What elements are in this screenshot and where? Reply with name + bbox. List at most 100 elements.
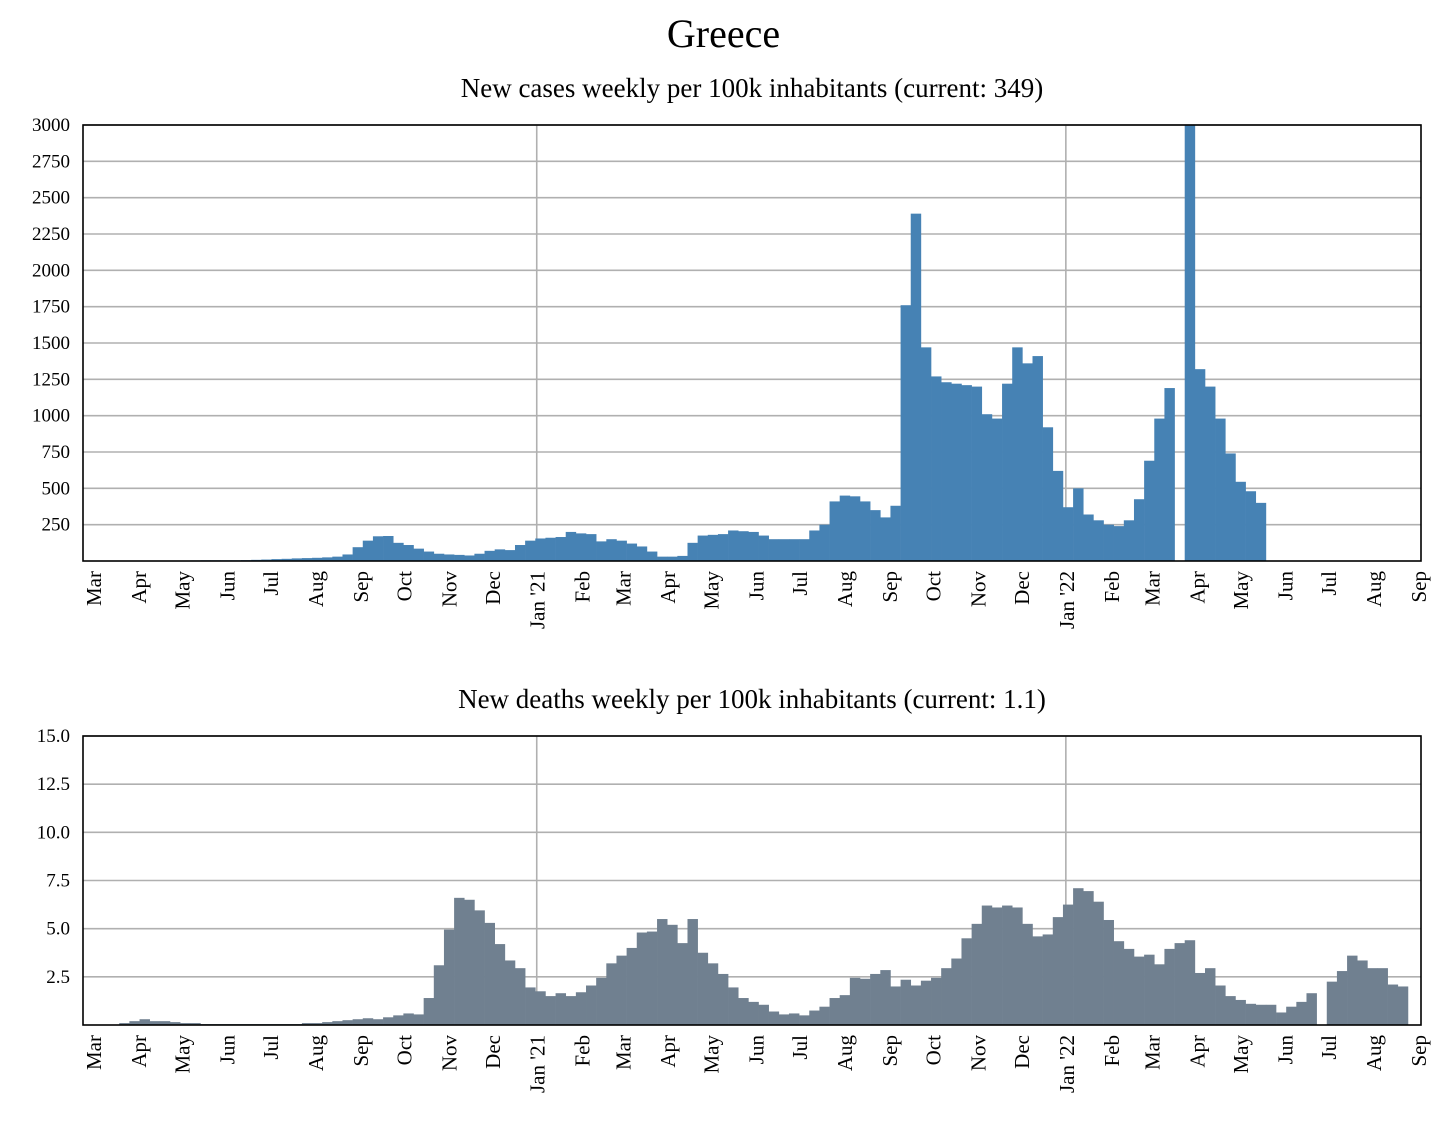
cases-xtick-label: Apr [1185, 571, 1209, 604]
cases-bar [1235, 481, 1246, 561]
deaths-bar [1144, 954, 1155, 1025]
deaths-xtick-label: Feb [571, 1035, 595, 1067]
deaths-bar [464, 899, 475, 1025]
cases-bar [352, 547, 364, 561]
deaths-bar [1032, 936, 1043, 1025]
deaths-bar [149, 1021, 161, 1025]
cases-xtick-label: Jul [788, 571, 812, 596]
cases-bar [1123, 520, 1135, 561]
cases-bar [443, 554, 455, 561]
deaths-bar [616, 955, 627, 1025]
cases-bar [301, 558, 313, 561]
deaths-chart: 2.5 5.0 7.5 10.0 12.5 15.0 Mar Apr May Jun Jul Aug S… [37, 729, 1431, 1093]
deaths-bar [931, 977, 942, 1025]
deaths-bar [1083, 891, 1094, 1025]
cases-bar [951, 383, 962, 561]
cases-chart-title: New cases weekly per 100k inhabitants (c… [460, 73, 1044, 103]
deaths-xtick-label: Jan '21 [526, 1035, 550, 1093]
deaths-bar [1357, 960, 1368, 1025]
deaths-bar [1154, 964, 1165, 1025]
cases-bar [931, 376, 942, 561]
deaths-bar [383, 1017, 394, 1025]
cases-bar [271, 559, 282, 561]
deaths-chart-title: New deaths weekly per 100k inhabitants (… [458, 684, 1046, 714]
cases-bar [768, 539, 780, 561]
deaths-bar [190, 1023, 201, 1025]
cases-bar [1093, 520, 1104, 561]
cases-bar [586, 534, 597, 561]
deaths-bar [951, 958, 962, 1025]
deaths-bar [1164, 948, 1175, 1025]
cases-xtick-label: Nov [437, 571, 461, 608]
deaths-bar [1022, 923, 1033, 1025]
deaths-bar [1326, 981, 1338, 1025]
deaths-bar [880, 970, 891, 1025]
deaths-bar [707, 963, 719, 1025]
cases-bar [555, 537, 567, 561]
cases-bar [312, 557, 323, 561]
deaths-bar [981, 905, 993, 1025]
cases-xtick-label: May [171, 571, 195, 610]
deaths-bar [626, 947, 638, 1025]
cases-bar [738, 531, 749, 561]
cases-bar [667, 556, 678, 561]
cases-bar [1133, 499, 1145, 561]
cases-ytick-label: 2000 [32, 260, 70, 281]
cases-bar [291, 558, 303, 561]
cases-bar [525, 540, 536, 561]
deaths-bar [890, 986, 901, 1025]
cases-bar [504, 550, 516, 561]
cases-bar [1062, 507, 1074, 561]
deaths-bar [799, 1015, 810, 1025]
deaths-bar [393, 1015, 404, 1025]
cases-bar [616, 540, 627, 561]
deaths-bar [1296, 1001, 1307, 1025]
deaths-bar [413, 1014, 424, 1025]
cases-bar [606, 539, 617, 561]
cases-bar [575, 533, 587, 561]
cases-bar [981, 414, 993, 561]
deaths-bar [332, 1021, 343, 1025]
cases-bar [494, 549, 506, 561]
cases-bar [849, 496, 861, 561]
deaths-xtick-label: Apr [127, 1035, 151, 1068]
deaths-bar [961, 938, 972, 1025]
cases-ytick-label: 1250 [32, 369, 70, 390]
cases-xtick-label: Apr [127, 571, 151, 604]
deaths-bar [1205, 968, 1216, 1025]
deaths-bar [322, 1022, 333, 1025]
deaths-bar [443, 929, 455, 1025]
deaths-xtick-label: Sep [1407, 1035, 1431, 1067]
cases-bar [1255, 502, 1267, 561]
deaths-xtick-label: Nov [437, 1035, 461, 1072]
cases-ytick-label: 3000 [32, 118, 70, 136]
deaths-bar [596, 977, 607, 1025]
deaths-bar [1002, 905, 1013, 1025]
deaths-xtick-label: Sep [349, 1035, 373, 1067]
cases-bar [1083, 514, 1094, 561]
deaths-bar [849, 977, 861, 1025]
cases-xtick-label: Feb [1100, 571, 1124, 603]
deaths-bar [454, 897, 465, 1025]
deaths-xtick-label: Apr [656, 1035, 680, 1068]
deaths-xtick-label: Jul [259, 1035, 283, 1060]
cases-xtick-label: Aug [304, 571, 328, 608]
deaths-bar [1245, 1003, 1257, 1025]
deaths-bar [941, 968, 952, 1025]
deaths-bar [312, 1023, 323, 1025]
deaths-bar [301, 1023, 313, 1025]
deaths-bar [900, 979, 912, 1025]
cases-bar [281, 558, 293, 561]
cases-bar [870, 510, 881, 561]
cases-axes-frame [82, 124, 1422, 562]
deaths-bar [159, 1021, 171, 1025]
cases-xtick-label: Dec [481, 571, 505, 605]
cases-ytick-label: 2750 [32, 151, 70, 172]
deaths-bar [1042, 934, 1054, 1025]
cases-bar [596, 541, 607, 561]
deaths-bar [697, 952, 709, 1025]
deaths-xtick-label: Aug [833, 1035, 857, 1072]
cases-xtick-label: Feb [571, 571, 595, 603]
deaths-bar [119, 1023, 130, 1025]
deaths-bar [545, 996, 556, 1025]
